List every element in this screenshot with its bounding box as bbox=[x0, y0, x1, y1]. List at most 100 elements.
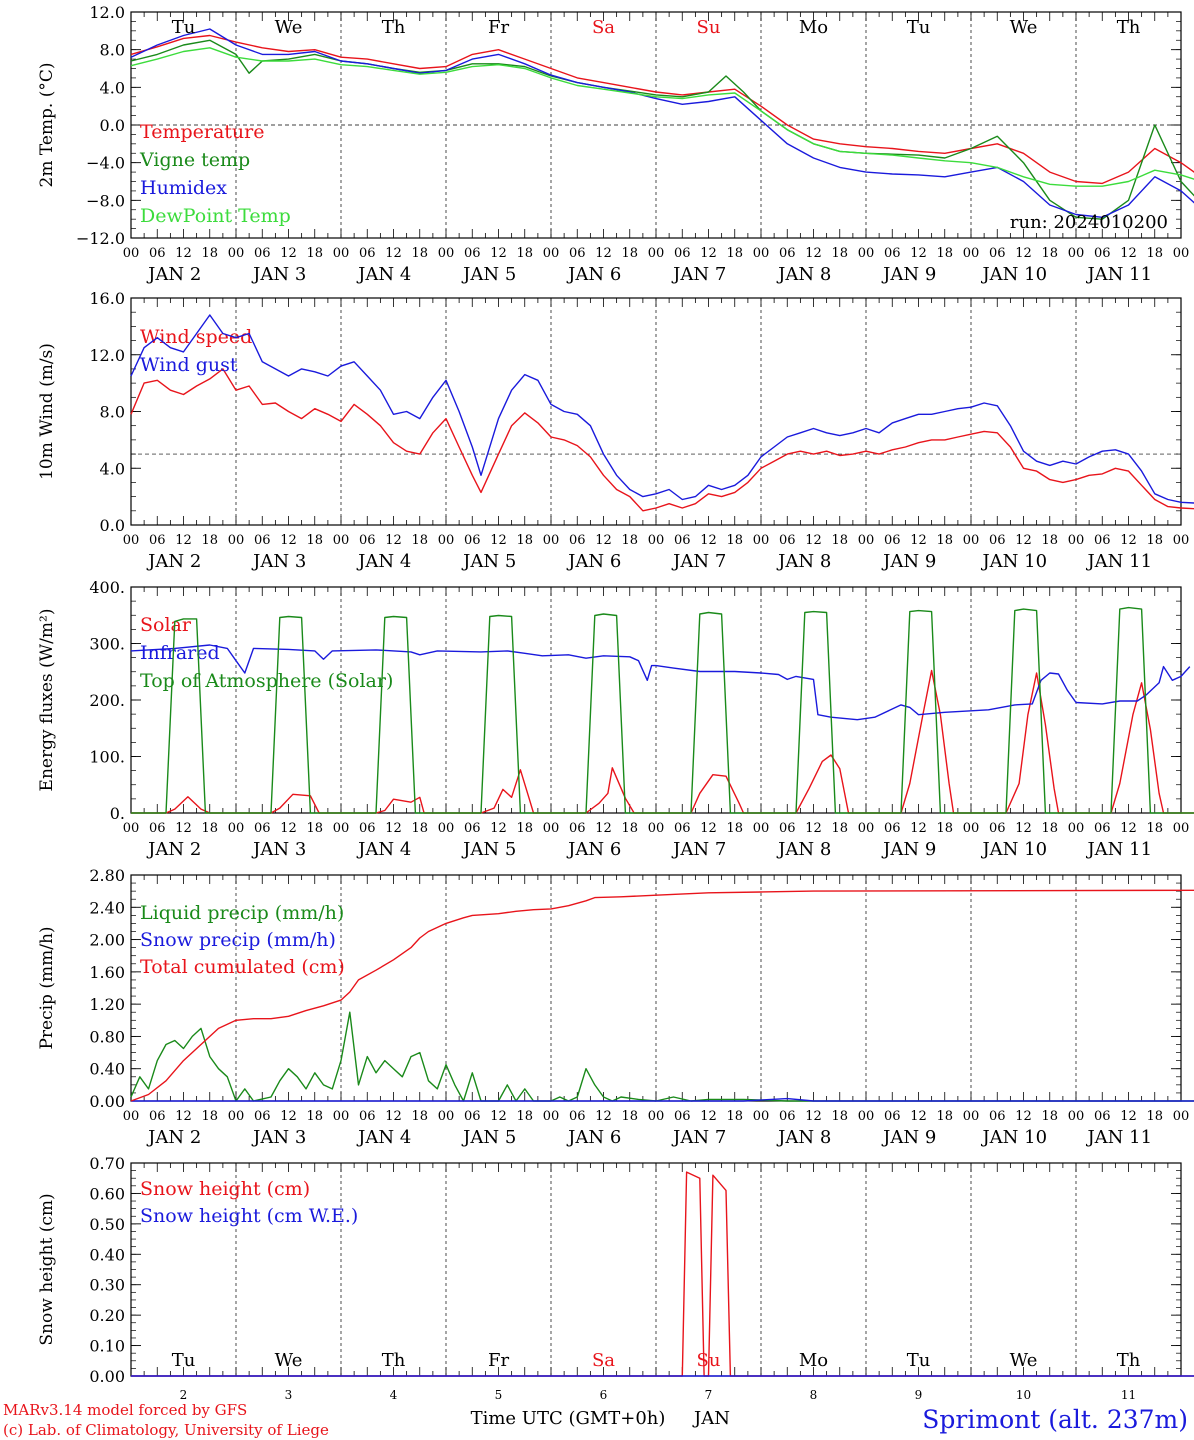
hour-label: 18 bbox=[1146, 821, 1163, 836]
y-tick-label: 0.40 bbox=[89, 1245, 125, 1264]
hour-label: 00 bbox=[648, 246, 665, 261]
panel-2: 16.0 12.0 8.0 4.0 0.0 10m Wind (m/s) Wind spee… bbox=[37, 289, 1194, 572]
day-number-label: 9 bbox=[915, 1388, 923, 1402]
weekday-label: Tu bbox=[172, 1350, 196, 1371]
hour-label: 18 bbox=[1041, 821, 1058, 836]
weekday-label: Th bbox=[1117, 17, 1141, 38]
hour-label: 12 bbox=[805, 821, 822, 836]
date-label: JAN 5 bbox=[461, 839, 516, 860]
series-line-wind-gust bbox=[130, 314, 1194, 504]
hour-label: 12 bbox=[490, 821, 507, 836]
hour-label: 12 bbox=[1120, 821, 1137, 836]
hour-label: 18 bbox=[1041, 246, 1058, 261]
date-label: JAN 10 bbox=[980, 839, 1047, 860]
date-label: JAN 7 bbox=[671, 551, 726, 572]
footer-lab-credit: (c) Lab. of Climatology, University of L… bbox=[3, 1421, 329, 1439]
panel-5: 0.70 0.60 0.50 0.40 0.30 0.20 0.10 0.00 Snow hei… bbox=[37, 1154, 1194, 1402]
hour-label: 06 bbox=[1094, 533, 1111, 548]
hour-label: 12 bbox=[1015, 246, 1032, 261]
y-tick-label: 0.00 bbox=[89, 1367, 125, 1386]
hour-label: 12 bbox=[490, 533, 507, 548]
series-line-liquid-precip-mm-h bbox=[130, 1011, 1194, 1102]
hour-label: 12 bbox=[175, 246, 192, 261]
hour-label: 06 bbox=[254, 246, 271, 261]
hour-label: 06 bbox=[884, 821, 901, 836]
weekday-label: Sa bbox=[592, 17, 615, 38]
legend-entry: Wind gust bbox=[140, 354, 238, 376]
hour-label: 18 bbox=[831, 821, 848, 836]
hour-label: 00 bbox=[1173, 1109, 1190, 1124]
weekday-label: Tu bbox=[172, 17, 196, 38]
legend-entry: Vigne temp bbox=[139, 149, 250, 171]
y-tick-label: 12.0 bbox=[89, 3, 125, 22]
y-tick-label: 4.0 bbox=[100, 78, 125, 97]
hour-label: 12 bbox=[385, 246, 402, 261]
date-label: JAN 8 bbox=[776, 839, 831, 860]
y-axis-label: 2m Temp. (°C) bbox=[37, 62, 57, 187]
date-label: JAN 10 bbox=[980, 1127, 1047, 1148]
hour-label: 00 bbox=[963, 533, 980, 548]
y-tick-label: 300. bbox=[89, 635, 125, 654]
y-tick-label: −8.0 bbox=[86, 191, 125, 210]
hour-label: 06 bbox=[1094, 246, 1111, 261]
hour-label: 12 bbox=[1015, 1109, 1032, 1124]
hour-label: 12 bbox=[280, 246, 297, 261]
weekday-label: Sa bbox=[592, 1350, 615, 1371]
y-tick-label: −4.0 bbox=[86, 154, 125, 173]
hour-label: 00 bbox=[1173, 246, 1190, 261]
hour-label: 12 bbox=[1120, 246, 1137, 261]
hour-label: 06 bbox=[989, 1109, 1006, 1124]
hour-label: 06 bbox=[1094, 821, 1111, 836]
hour-label: 06 bbox=[569, 1109, 586, 1124]
hour-label: 00 bbox=[858, 821, 875, 836]
y-tick-label: 0.50 bbox=[89, 1215, 125, 1234]
hour-label: 06 bbox=[569, 533, 586, 548]
date-label: JAN 11 bbox=[1085, 1127, 1152, 1148]
y-tick-label: 0.80 bbox=[89, 1027, 125, 1046]
hour-label: 12 bbox=[490, 246, 507, 261]
hour-label: 18 bbox=[621, 1109, 638, 1124]
hour-label: 00 bbox=[228, 533, 245, 548]
series-line-temperature bbox=[130, 34, 1194, 185]
hour-label: 18 bbox=[936, 821, 953, 836]
date-label: JAN 9 bbox=[881, 264, 936, 285]
series-line-humidex bbox=[130, 28, 1194, 219]
date-label: JAN 2 bbox=[146, 551, 201, 572]
date-label: JAN 6 bbox=[566, 264, 621, 285]
date-label: JAN 4 bbox=[356, 1127, 411, 1148]
hour-label: 06 bbox=[674, 821, 691, 836]
hour-label: 00 bbox=[438, 1109, 455, 1124]
hour-label: 18 bbox=[1146, 246, 1163, 261]
day-number-label: 8 bbox=[810, 1388, 818, 1402]
hour-label: 00 bbox=[1173, 821, 1190, 836]
day-number-label: 7 bbox=[705, 1388, 713, 1402]
series-line-wind-speed bbox=[130, 368, 1194, 512]
hour-label: 18 bbox=[306, 821, 323, 836]
hour-label: 00 bbox=[648, 533, 665, 548]
hour-label: 00 bbox=[858, 533, 875, 548]
y-tick-label: 8.0 bbox=[100, 403, 125, 422]
hour-label: 06 bbox=[464, 1109, 481, 1124]
hour-label: 06 bbox=[884, 1109, 901, 1124]
hour-label: 12 bbox=[385, 1109, 402, 1124]
day-number-label: 5 bbox=[495, 1388, 503, 1402]
y-tick-label: 16.0 bbox=[89, 289, 125, 308]
date-label: JAN 6 bbox=[566, 839, 621, 860]
hour-label: 00 bbox=[963, 821, 980, 836]
date-label: JAN 4 bbox=[356, 839, 411, 860]
footer-model-credit: MARv3.14 model forced by GFS bbox=[3, 1401, 247, 1419]
y-tick-label: 0.30 bbox=[89, 1276, 125, 1295]
date-label: JAN 8 bbox=[776, 551, 831, 572]
y-tick-label: 0.10 bbox=[89, 1337, 125, 1356]
hour-label: 00 bbox=[1068, 246, 1085, 261]
x-axis-label: Time UTC (GMT+0h) bbox=[471, 1408, 666, 1429]
legend-entry: Solar bbox=[140, 614, 192, 636]
weekday-label: Mo bbox=[799, 1350, 828, 1371]
legend-entry: Liquid precip (mm/h) bbox=[140, 902, 344, 924]
hour-label: 18 bbox=[621, 246, 638, 261]
hour-label: 12 bbox=[595, 1109, 612, 1124]
y-tick-label: 0.0 bbox=[100, 516, 125, 535]
hour-label: 18 bbox=[201, 1109, 218, 1124]
hour-label: 12 bbox=[280, 821, 297, 836]
hour-label: 12 bbox=[175, 1109, 192, 1124]
